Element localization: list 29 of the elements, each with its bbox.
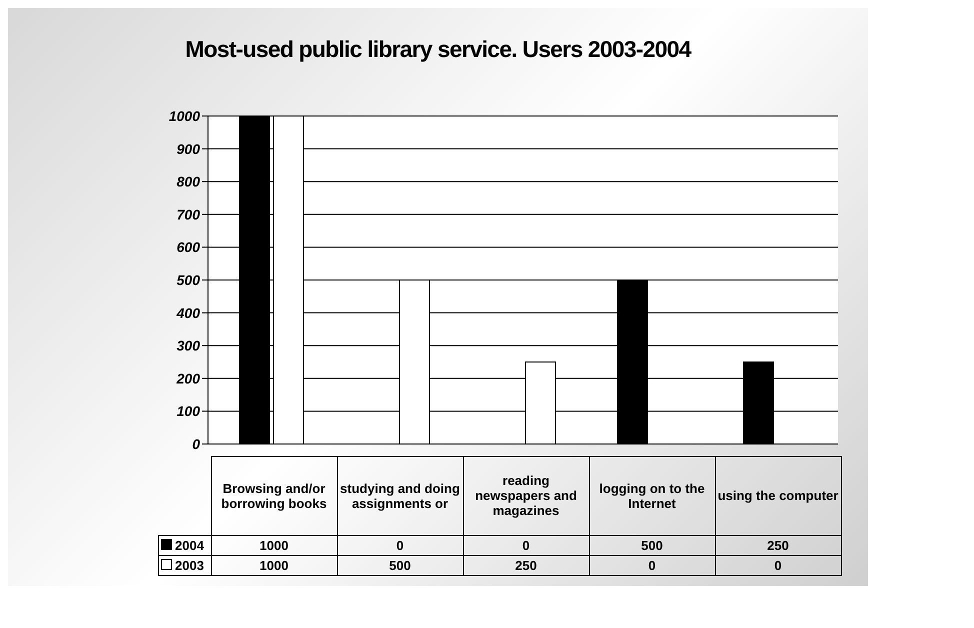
y-tick-label: 0 <box>192 436 200 452</box>
y-tick-label: 900 <box>176 140 200 157</box>
data-label: 250 <box>715 535 841 555</box>
x-tick-label: studying and doing assignments or <box>337 456 463 535</box>
y-tick-label: 100 <box>176 403 200 420</box>
legend-label: 2003 <box>158 555 211 575</box>
data-label: 500 <box>589 535 715 555</box>
x-tick-label: logging on to the Internet <box>589 456 715 535</box>
data-label: 0 <box>463 535 589 555</box>
data-label: 1000 <box>211 535 337 555</box>
y-tick-label: 500 <box>176 272 200 288</box>
y-tick-label: 1000 <box>168 108 200 124</box>
x-tick-label: reading newspapers and magazines <box>463 456 589 535</box>
y-tick-label: 200 <box>176 370 200 386</box>
data-label: 0 <box>337 535 463 555</box>
data-label: 0 <box>589 555 715 575</box>
y-tick-label: 300 <box>176 338 200 354</box>
data-label: 500 <box>337 555 463 575</box>
data-label: 0 <box>715 555 841 575</box>
x-tick-label: using the computer <box>715 456 841 535</box>
data-label: 1000 <box>211 555 337 575</box>
x-tick-label: Browsing and/or borrowing books <box>211 456 337 535</box>
chart-title: Most-used public library service. Users 2003-2004 <box>184 35 692 64</box>
y-tick-label: 800 <box>176 174 200 190</box>
y-tick-label: 400 <box>176 304 200 321</box>
y-tick-label: 600 <box>176 239 200 256</box>
y-tick-label: 700 <box>176 206 200 222</box>
data-label: 250 <box>463 555 589 575</box>
legend-label: 2004 <box>158 535 211 555</box>
